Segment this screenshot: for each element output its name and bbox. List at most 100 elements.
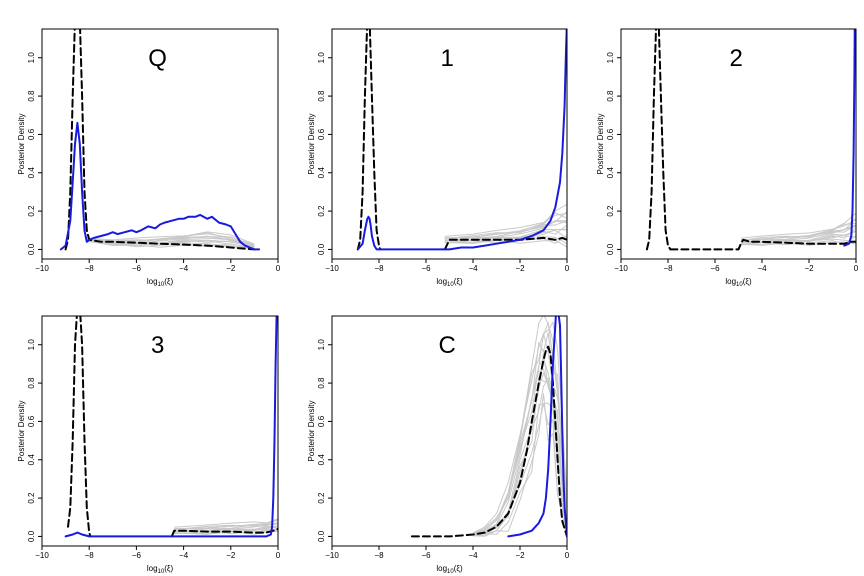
y-tick-label: 0.8 — [27, 90, 36, 102]
y-tick-label: 1.0 — [317, 52, 326, 64]
black-dashed-density-line — [669, 238, 856, 251]
x-tick-label: −6 — [132, 264, 142, 273]
x-tick-label: −6 — [710, 264, 720, 273]
y-tick-label: 0.0 — [606, 243, 615, 255]
x-tick-label: −6 — [132, 551, 142, 560]
y-tick-label: 1.0 — [27, 52, 36, 64]
gray-sample-line — [444, 212, 567, 237]
black-dashed-density-line — [170, 527, 278, 538]
x-tick-label: −2 — [515, 264, 525, 273]
x-tick-label: −10 — [35, 264, 49, 273]
gray-sample-line — [740, 227, 856, 243]
y-tick-label: 0.8 — [317, 90, 326, 102]
x-axis-label: log10(ξ) — [147, 277, 174, 288]
x-tick-label: 0 — [276, 264, 281, 273]
black-dashed-density-line — [64, 29, 256, 251]
plot-area — [64, 316, 278, 538]
y-tick-label: 0.0 — [317, 243, 326, 255]
y-tick-label: 0.8 — [606, 90, 615, 102]
x-axis-label: log10(ξ) — [725, 277, 752, 288]
gray-sample-line — [444, 203, 567, 239]
x-tick-label: −4 — [468, 264, 478, 273]
x-axis-label: log10(ξ) — [147, 564, 174, 575]
y-tick-label: 0.4 — [606, 167, 615, 179]
panel-C: −10 −8 −6 −4 −2 0 0.0 0.2 0.4 0.6 0.8 1.0 log10(ξ) Po… — [307, 315, 570, 575]
x-tick-label: −10 — [35, 551, 49, 560]
y-axis-label: Posterior Density — [17, 401, 26, 462]
x-axis-label-subscript: 10 — [158, 569, 165, 575]
x-tick-label: −2 — [226, 264, 236, 273]
gray-sample-line — [472, 316, 567, 535]
x-tick-label: −2 — [804, 264, 814, 273]
black-dashed-density-line — [443, 236, 567, 251]
x-axis-label-argument: (ξ) — [743, 277, 752, 286]
panel-3: −10 −8 −6 −4 −2 0 0.0 0.2 0.4 0.6 0.8 1.0 log10(ξ) Po… — [17, 315, 281, 575]
panel-Q: −10 −8 −6 −4 −2 0 0.0 0.2 0.4 0.6 0.8 1.0 log10(ξ) Po… — [17, 28, 281, 288]
plot-area — [410, 316, 567, 538]
x-tick-label: −6 — [421, 264, 431, 273]
panel-label: 3 — [151, 332, 164, 359]
blue-density-line — [356, 29, 567, 251]
panel-label: 1 — [440, 45, 453, 72]
y-tick-label: 1.0 — [317, 339, 326, 351]
x-axis-label-argument: (ξ) — [454, 277, 463, 286]
blue-density-line — [507, 316, 567, 538]
x-axis-label-log: log — [436, 564, 447, 573]
y-tick-label: 0.0 — [317, 530, 326, 542]
x-axis-label-argument: (ξ) — [164, 277, 173, 286]
y-tick-label: 0.2 — [317, 205, 326, 217]
y-tick-label: 0.0 — [27, 530, 36, 542]
x-tick-label: 0 — [565, 264, 570, 273]
panel-label: C — [438, 332, 455, 359]
plot-area — [645, 29, 856, 251]
gray-sample-line — [740, 241, 856, 246]
gray-sample-line — [740, 222, 856, 242]
x-tick-label: −4 — [757, 264, 767, 273]
x-axis-label: log10(ξ) — [436, 277, 463, 288]
plot-frame — [331, 28, 568, 260]
panel-label: 2 — [729, 45, 742, 72]
blue-density-line — [59, 121, 261, 251]
x-axis-label-log: log — [147, 564, 158, 573]
x-tick-label: −8 — [85, 264, 95, 273]
gray-sample-line — [174, 525, 278, 533]
y-tick-label: 1.0 — [27, 339, 36, 351]
x-tick-label: −10 — [325, 264, 339, 273]
y-axis-label: Posterior Density — [307, 114, 316, 175]
y-tick-label: 0.2 — [317, 492, 326, 504]
gray-sample-line — [86, 233, 255, 246]
plot-frame — [620, 28, 857, 260]
y-tick-label: 0.2 — [27, 492, 36, 504]
x-tick-label: −8 — [374, 551, 384, 560]
y-tick-label: 0.6 — [317, 128, 326, 140]
y-tick-label: 0.6 — [27, 415, 36, 427]
x-axis-label-subscript: 10 — [158, 282, 165, 288]
x-axis-label-argument: (ξ) — [454, 564, 463, 573]
gray-sample-line — [444, 212, 567, 240]
plot-frame — [331, 315, 568, 547]
x-tick-label: 0 — [276, 551, 281, 560]
y-axis-label: Posterior Density — [17, 114, 26, 175]
x-axis-label-argument: (ξ) — [164, 564, 173, 573]
x-axis-label-log: log — [725, 277, 736, 286]
x-axis-label-subscript: 10 — [447, 282, 454, 288]
y-axis-label: Posterior Density — [596, 114, 605, 175]
x-axis-label-subscript: 10 — [736, 282, 743, 288]
y-tick-label: 0.4 — [27, 167, 36, 179]
gray-sample-line — [740, 212, 856, 241]
x-tick-label: −4 — [179, 264, 189, 273]
y-tick-label: 0.8 — [317, 377, 326, 389]
x-tick-label: −10 — [614, 264, 628, 273]
gray-sample-line — [472, 321, 567, 534]
gray-sample-line — [86, 232, 255, 246]
y-axis-label: Posterior Density — [307, 401, 316, 462]
x-tick-label: −4 — [468, 551, 478, 560]
x-tick-label: −10 — [325, 551, 339, 560]
x-tick-label: −8 — [85, 551, 95, 560]
gray-sample-line — [472, 368, 567, 536]
x-tick-label: −6 — [421, 551, 431, 560]
y-tick-label: 0.8 — [27, 377, 36, 389]
gray-sample-line — [174, 523, 278, 530]
x-tick-label: −2 — [226, 551, 236, 560]
